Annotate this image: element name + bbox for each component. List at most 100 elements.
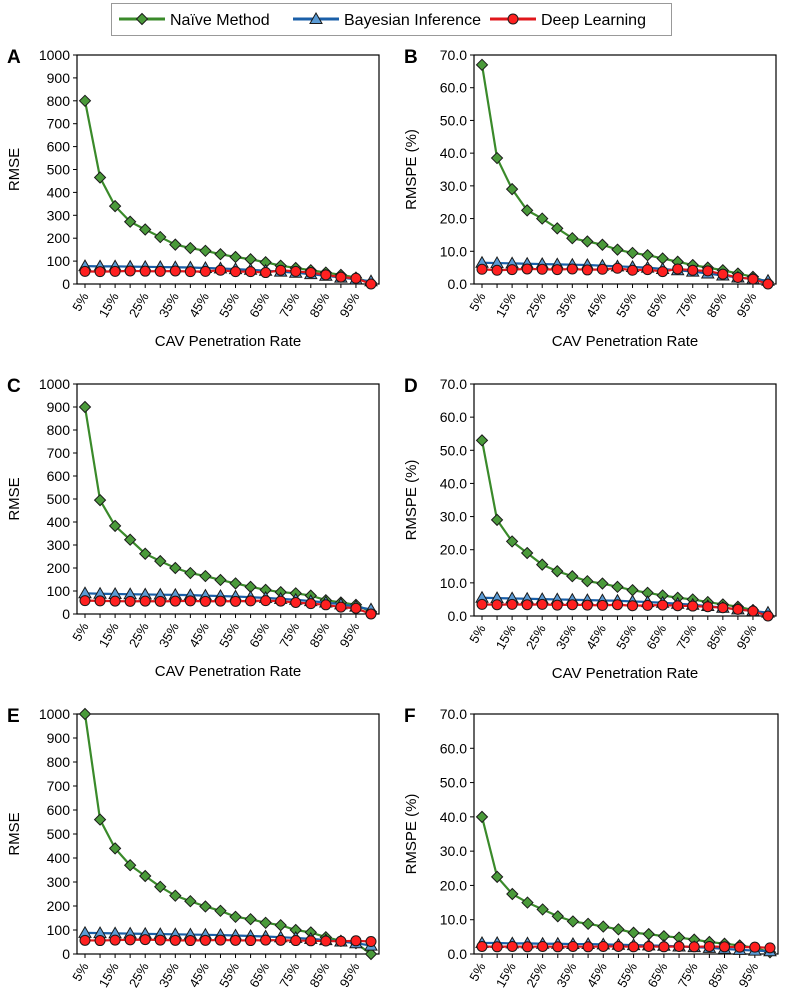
y-tick-label: 600 [47,468,71,484]
x-tick-label: 35% [553,622,579,652]
data-point [275,264,287,276]
legend-label: Deep Learning [541,12,646,29]
data-point [365,608,377,620]
data-point [491,264,503,276]
data-point [566,599,578,611]
data-point [214,573,227,587]
data-point [642,927,655,941]
y-tick-label: 70.0 [440,47,467,63]
data-point [703,940,715,952]
data-point [551,264,563,276]
data-point [350,602,362,614]
data-point [612,940,624,952]
x-tick-label: 45% [584,960,610,990]
data-point [490,513,504,527]
y-tick-label: 500 [47,826,71,842]
data-point [108,199,122,213]
y-tick-label: 70.0 [440,376,467,392]
data-point [582,941,594,953]
data-point [566,915,580,928]
data-point [79,934,91,946]
legend-item: Naïve Method [119,12,270,29]
x-tick-label: 45% [583,622,609,652]
data-point [259,916,272,930]
data-point [747,273,759,285]
series-line [83,713,372,955]
y-tick-label: 0 [62,606,70,622]
x-tick-label: 85% [703,290,729,320]
data-point [245,266,257,278]
data-point [505,535,519,548]
y-tick-label: 10.0 [440,912,467,928]
plot-area [473,54,777,285]
series-line [83,100,372,284]
x-tick-label: 25% [523,290,549,320]
x-tick-label: 75% [276,620,302,650]
data-point [672,263,684,275]
data-point [154,230,167,244]
x-tick-label: 5% [466,290,489,314]
data-point [658,941,670,953]
x-tick-label: 95% [337,960,363,990]
data-point [611,243,624,256]
data-point [749,941,761,953]
data-point [169,934,181,946]
x-tick-label: 95% [337,290,363,320]
series-line [83,406,372,613]
data-point [260,595,272,607]
x-tick-label: 15% [96,290,122,320]
y-tick-label: 200 [47,898,71,914]
data-point [275,934,287,946]
data-point [230,266,242,278]
data-point [491,941,503,953]
legend [111,3,672,36]
y-tick-label: 800 [47,422,71,438]
y-tick-label: 70.0 [440,706,467,722]
x-tick-label: 35% [553,290,579,320]
data-point [611,599,623,611]
x-tick-label: 65% [246,960,272,990]
data-point [169,238,182,251]
data-point [687,600,699,612]
plot-area [473,383,777,617]
y-tick-label: 0.0 [448,608,468,624]
data-point [734,941,746,953]
x-tick-label: 5% [69,960,92,984]
panel-letter: F [404,706,416,727]
data-point [214,248,227,261]
data-point [139,223,152,236]
y-tick-label: 500 [47,162,71,178]
data-point [214,934,226,946]
data-point [506,940,518,952]
y-tick-label: 200 [47,560,71,576]
data-point [642,599,654,611]
data-point [199,265,211,277]
data-point [184,266,196,278]
data-point [521,896,534,909]
data-point [154,554,167,568]
data-point [184,566,197,580]
y-tick-label: 400 [47,514,71,530]
y-tick-label: 1000 [39,47,70,63]
data-point [475,810,489,824]
legend-entries: Naïve Method Bayesian Inference Deep Learn… [119,11,646,29]
y-tick-label: 700 [47,778,71,794]
x-tick-label: 95% [337,620,363,650]
data-point [476,598,488,610]
x-tick-label: 25% [126,290,152,320]
series-deep-learning [79,264,377,290]
data-point [108,519,122,533]
data-point [214,904,227,918]
data-point [476,940,488,952]
series-line [480,440,769,617]
data-point [320,269,332,281]
y-tick-label: 900 [47,730,71,746]
y-tick-label: 1000 [39,376,70,392]
data-point [169,889,182,902]
panel-E: E 0 100 200 300 400 500 600 700 800 900 1000 5% 15% 25… [6,706,380,990]
panel-letter: A [7,47,21,68]
data-point [520,546,534,560]
data-point [78,94,92,108]
y-tick-label: 600 [47,802,71,818]
